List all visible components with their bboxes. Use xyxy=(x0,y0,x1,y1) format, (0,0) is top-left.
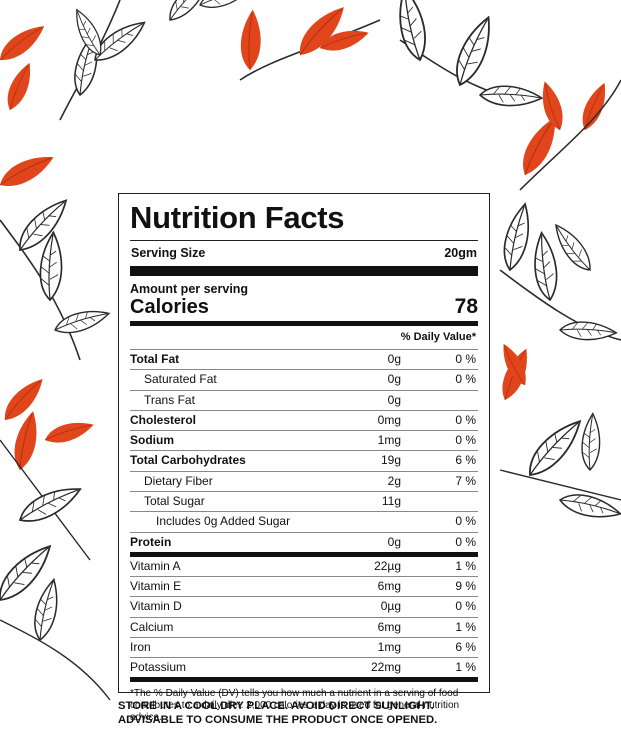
storage-instructions: STORE IN A COOL DRY PLACE. AVOID DIRECT … xyxy=(118,699,518,727)
nutrition-facts-label: Nutrition Facts Serving Size 20gm Amount… xyxy=(118,193,490,723)
vitamin-row: Vitamin D 0µg 0 % xyxy=(130,597,478,618)
nutrient-amount: 11g xyxy=(381,494,401,509)
nutrient-name: Sodium xyxy=(130,433,174,448)
vitamin-dv: 1 % xyxy=(455,558,476,573)
daily-value-footnote: *The % Daily Value (DV) tells you how mu… xyxy=(130,688,460,724)
vitamin-dv: 1 % xyxy=(455,659,476,674)
vitamin-name: Vitamin A xyxy=(130,558,181,573)
nutrient-name: Protein xyxy=(130,534,172,549)
nutrient-row: Trans Fat 0g xyxy=(130,391,478,411)
nutrient-name: Total Carbohydrates xyxy=(130,453,246,468)
vitamin-name: Potassium xyxy=(130,659,187,674)
divider-medium xyxy=(130,551,478,557)
vitamin-name: Calcium xyxy=(130,619,174,634)
nutrient-amount: 0g xyxy=(387,372,401,387)
nutrient-amount: 0g xyxy=(387,534,401,549)
nutrient-dv: 0 % xyxy=(455,372,476,387)
vitamin-dv: 0 % xyxy=(455,599,476,614)
nutrient-name: Saturated Fat xyxy=(144,372,217,387)
nutrient-amount xyxy=(321,512,401,531)
nutrient-dv: 0 % xyxy=(455,433,476,448)
vitamin-row: Iron 1mg 6 % xyxy=(130,638,478,658)
divider xyxy=(130,240,478,241)
nutrient-row: Total Fat 0g 0 % xyxy=(130,350,478,371)
nutrient-dv: 6 % xyxy=(455,453,476,468)
vitamin-row: Calcium 6mg 1 % xyxy=(130,618,478,638)
nutrient-row: Saturated Fat 0g 0 % xyxy=(130,370,478,391)
vitamin-row: Vitamin A 22µg 1 % xyxy=(130,557,478,578)
calories-row: Calories 78 xyxy=(130,295,478,319)
nutrient-name: Dietary Fiber xyxy=(144,473,213,488)
storage-line: ADVISABLE TO CONSUME THE PRODUCT ONCE OP… xyxy=(118,714,438,726)
nutrient-name: Total Fat xyxy=(130,352,180,366)
nutrient-name: Trans Fat xyxy=(144,392,195,407)
nutrient-name: Includes 0g Added Sugar xyxy=(156,514,291,529)
nutrient-row: Total Carbohydrates 19g 6 % xyxy=(130,451,478,472)
nutrient-name: Total Sugar xyxy=(144,494,205,509)
serving-size-row: Serving Size 20gm xyxy=(130,241,478,266)
vitamin-name: Vitamin D xyxy=(130,599,182,614)
divider-medium xyxy=(130,321,478,326)
nutrient-dv: 0 % xyxy=(455,534,476,549)
vitamin-dv: 1 % xyxy=(455,619,476,634)
nutrient-dv: 7 % xyxy=(455,473,476,488)
nutrient-list: Total Fat 0g 0 % Saturated Fat 0g 0 % Trans … xyxy=(130,350,478,552)
vitamin-amount: 6mg xyxy=(377,619,401,634)
label-title: Nutrition Facts xyxy=(130,200,345,235)
nutrient-name: Cholesterol xyxy=(130,412,197,427)
nutrient-dv: 0 % xyxy=(455,514,476,529)
vitamin-amount: 0µg xyxy=(380,599,401,614)
vitamin-amount: 1mg xyxy=(377,639,401,654)
serving-size-label: Serving Size xyxy=(131,246,206,260)
amount-per-serving: Amount per serving xyxy=(130,282,249,296)
nutrient-row: Total Sugar 11g xyxy=(130,492,478,513)
vitamin-amount: 22µg xyxy=(374,558,401,573)
calories-value: 78 xyxy=(454,295,478,318)
divider xyxy=(130,349,478,350)
vitamin-dv: 6 % xyxy=(455,639,476,654)
vitamin-row: Vitamin E 6mg 9 % xyxy=(130,577,478,598)
nutrient-dv: 0 % xyxy=(455,412,476,427)
nutrient-dv xyxy=(401,391,478,410)
nutrient-row: Includes 0g Added Sugar 0 % xyxy=(130,512,478,533)
daily-value-header: % Daily Value* xyxy=(400,331,476,343)
vitamin-row: Potassium 22mg 1 % xyxy=(130,658,478,683)
nutrient-row: Cholesterol 0mg 0 % xyxy=(130,411,478,432)
nutrient-dv xyxy=(401,492,478,511)
vitamin-amount: 22mg xyxy=(370,659,401,674)
nutrient-row: Protein 0g 0 % xyxy=(130,533,478,552)
nutrient-row: Dietary Fiber 2g 7 % xyxy=(130,472,478,493)
nutrient-amount: 2g xyxy=(387,473,401,488)
nutrient-amount: 0g xyxy=(387,392,401,407)
vitamin-amount: 6mg xyxy=(377,579,401,594)
nutrient-dv: 0 % xyxy=(455,352,476,366)
nutrient-amount: 19g xyxy=(380,453,401,468)
vitamin-dv: 9 % xyxy=(455,579,476,594)
nutrient-row: Sodium 1mg 0 % xyxy=(130,431,478,452)
nutrient-amount: 0g xyxy=(387,352,401,366)
nutrient-amount: 1mg xyxy=(377,433,401,448)
storage-line: STORE IN A COOL DRY PLACE. AVOID DIRECT … xyxy=(118,700,434,712)
vitamin-list: Vitamin A 22µg 1 % Vitamin E 6mg 9 % Vitamin… xyxy=(130,557,478,683)
vitamin-name: Iron xyxy=(130,639,151,654)
vitamin-name: Vitamin E xyxy=(130,579,182,594)
divider-thick xyxy=(130,266,478,276)
serving-size-value: 20gm xyxy=(444,246,477,260)
nutrient-amount: 0mg xyxy=(377,412,401,427)
calories-label: Calories xyxy=(130,296,209,318)
